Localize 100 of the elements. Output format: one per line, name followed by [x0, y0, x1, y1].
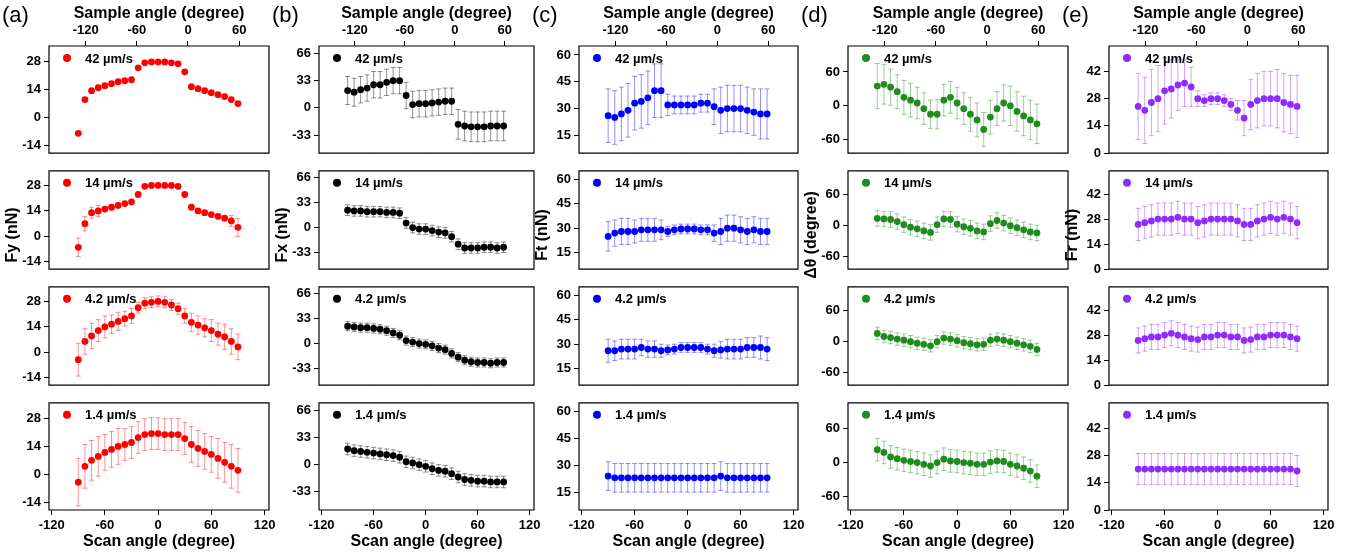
x2-tick-label: -120 [1132, 21, 1159, 37]
point [1200, 333, 1208, 341]
point [1240, 337, 1248, 344]
y-axis-title: Fr (nN) [1063, 208, 1081, 262]
x2-tick-label: 60 [761, 21, 776, 37]
point [730, 105, 738, 112]
point [194, 207, 202, 215]
point [1006, 460, 1014, 468]
point [1147, 333, 1155, 341]
point [953, 220, 961, 228]
point [1000, 458, 1008, 465]
point [350, 88, 358, 96]
y-axis-title: Fx (nN) [273, 207, 291, 263]
x-tick-label: 120 [782, 517, 805, 533]
y-tick-label: 0 [832, 217, 840, 233]
y-tick-label: 0 [303, 99, 311, 115]
text: (c) [532, 2, 558, 28]
point [81, 338, 89, 345]
point [604, 233, 612, 240]
y-tick-label: -60 [821, 131, 840, 147]
point [887, 334, 894, 341]
point [108, 80, 115, 88]
point [435, 98, 443, 106]
y-tick-label: 28 [1086, 90, 1101, 106]
point [168, 431, 175, 438]
point [422, 100, 430, 108]
point [1187, 83, 1195, 91]
text: (b) [272, 2, 299, 28]
y-tick-label: 0 [303, 335, 311, 351]
y-tick-label: 0 [33, 465, 41, 481]
point [207, 211, 215, 218]
point [947, 216, 954, 223]
point [141, 182, 149, 190]
y-tick-label: 0 [832, 454, 840, 470]
point [409, 101, 417, 108]
legend-label: 14 µm/s [355, 175, 403, 191]
point [114, 318, 122, 325]
y-tick-label: 0 [33, 109, 41, 125]
y-tick-label: -33 [292, 360, 311, 376]
x2-tick-label: 0 [451, 21, 459, 37]
point [907, 458, 914, 465]
point [1273, 95, 1281, 103]
point [1181, 79, 1188, 87]
point [148, 430, 155, 437]
point [1280, 331, 1288, 339]
point [1267, 331, 1274, 339]
y-tick-label: 42 [1086, 62, 1101, 78]
point [128, 76, 135, 84]
point [154, 430, 162, 437]
point [214, 212, 222, 220]
x2-axis-title: Sample angle (degree) [1133, 4, 1304, 22]
point [933, 110, 941, 118]
point [174, 60, 182, 68]
point [121, 441, 129, 448]
point [154, 181, 162, 189]
point [967, 459, 974, 467]
point [474, 123, 482, 131]
point [873, 330, 881, 337]
point [227, 338, 235, 345]
legend-label: 14 µm/s [884, 175, 932, 191]
point [880, 449, 888, 456]
x-tick-label: 0 [684, 517, 692, 533]
point [986, 220, 994, 228]
point [604, 112, 612, 120]
point [960, 459, 968, 467]
point [953, 458, 961, 465]
point [134, 434, 142, 441]
y-tick-label: 14 [26, 202, 42, 218]
point [920, 460, 928, 468]
legend-label: 42 µm/s [85, 50, 133, 66]
x-tick-label: -120 [1098, 517, 1125, 533]
point [913, 459, 921, 467]
point [723, 105, 731, 112]
point [757, 110, 764, 118]
x2-axis-title: Sample angle (degree) [341, 4, 512, 22]
point [187, 318, 195, 326]
point [1033, 229, 1041, 237]
point [644, 94, 652, 102]
point [194, 321, 202, 329]
y-tick-label: 66 [296, 401, 311, 417]
point [1006, 222, 1014, 230]
point [74, 243, 82, 251]
x-axis-title: Scan angle (degree) [612, 531, 765, 549]
point [221, 458, 229, 466]
point [1220, 331, 1228, 339]
x-tick-label: 60 [204, 517, 219, 533]
x-tick-label: 120 [253, 517, 276, 533]
point [428, 99, 436, 107]
legend-label: 4.2 µm/s [884, 291, 936, 307]
point [763, 228, 771, 235]
point [187, 203, 195, 211]
point [1161, 87, 1169, 95]
point [194, 85, 202, 93]
text: (a) [2, 2, 29, 28]
point [710, 229, 718, 237]
point [980, 126, 988, 133]
y-tick-label: 42 [1086, 185, 1101, 201]
point [717, 106, 725, 114]
legend-label: 42 µm/s [615, 50, 663, 66]
point [108, 320, 115, 328]
